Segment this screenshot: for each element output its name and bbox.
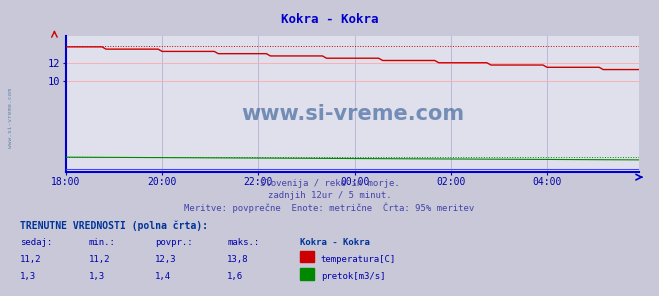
Text: povpr.:: povpr.: [155,238,192,247]
Text: 11,2: 11,2 [89,255,111,263]
Text: 1,6: 1,6 [227,272,243,281]
Text: zadnjih 12ur / 5 minut.: zadnjih 12ur / 5 minut. [268,191,391,200]
Text: Kokra - Kokra: Kokra - Kokra [281,13,378,26]
Text: 11,2: 11,2 [20,255,42,263]
Text: TRENUTNE VREDNOSTI (polna črta):: TRENUTNE VREDNOSTI (polna črta): [20,221,208,231]
Text: min.:: min.: [89,238,116,247]
Text: maks.:: maks.: [227,238,260,247]
Text: sedaj:: sedaj: [20,238,52,247]
Text: 1,3: 1,3 [89,272,105,281]
Text: 13,8: 13,8 [227,255,249,263]
Text: Kokra - Kokra: Kokra - Kokra [300,238,370,247]
Text: temperatura[C]: temperatura[C] [321,255,396,263]
Text: Meritve: povprečne  Enote: metrične  Črta: 95% meritev: Meritve: povprečne Enote: metrične Črta:… [185,203,474,213]
Text: www.si-vreme.com: www.si-vreme.com [8,89,13,148]
Text: www.si-vreme.com: www.si-vreme.com [241,104,464,125]
Text: 12,3: 12,3 [155,255,177,263]
Text: 1,4: 1,4 [155,272,171,281]
Text: Slovenija / reke in morje.: Slovenija / reke in morje. [260,179,399,188]
Text: pretok[m3/s]: pretok[m3/s] [321,272,386,281]
Text: 1,3: 1,3 [20,272,36,281]
